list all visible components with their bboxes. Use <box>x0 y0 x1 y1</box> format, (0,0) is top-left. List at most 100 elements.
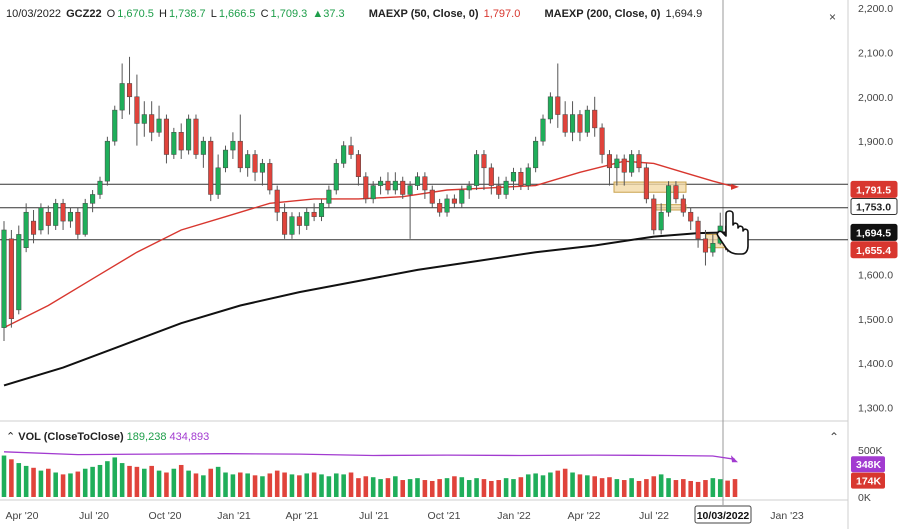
volume-bar <box>511 479 516 497</box>
candle-body <box>348 145 354 155</box>
volume-bar <box>422 480 428 497</box>
time-tick-label: Oct '21 <box>428 510 461 522</box>
time-axis[interactable]: Apr '20 Jul '20 Oct '20 Jan '21 Apr '21 Jul '… <box>6 505 804 524</box>
volume-bar <box>60 474 66 497</box>
volume-bar <box>333 473 339 497</box>
candle-body <box>171 132 177 155</box>
hand-cursor-shape <box>716 210 749 255</box>
candle-body <box>112 109 118 142</box>
volume-average-line <box>3 451 738 463</box>
volume-bar <box>363 476 369 497</box>
candle-body <box>90 194 96 204</box>
volume-bar <box>540 475 546 497</box>
volume-bar <box>178 464 184 497</box>
volume-bar <box>223 472 228 497</box>
candle-body <box>245 154 251 169</box>
candle-body <box>710 243 716 253</box>
candle-body <box>688 211 694 222</box>
volume-bar <box>732 479 738 497</box>
volume-bar <box>607 477 612 497</box>
volume-bar <box>1 455 7 497</box>
volume-bar <box>496 480 502 497</box>
candle-body <box>67 211 73 222</box>
time-tick-label: Apr '22 <box>568 510 601 522</box>
candle-body <box>606 154 613 169</box>
volume-tag-box <box>851 456 885 473</box>
open-label: O <box>106 8 116 20</box>
price-tick-label: 1,500.0 <box>858 314 893 326</box>
candle-body <box>252 154 258 173</box>
ma50-end-marker <box>731 183 739 190</box>
volume-bar <box>518 477 524 497</box>
candle-body <box>53 203 59 226</box>
price-tag-label: 1,655.4 <box>856 245 891 257</box>
price-tick-label: 2,200.0 <box>858 3 893 15</box>
volume-bar <box>90 466 95 497</box>
header-symbol: GCZ22 <box>66 8 102 20</box>
volume-value: 189,238 <box>126 431 167 443</box>
highlight-zone <box>613 181 687 193</box>
candle-body <box>60 203 66 222</box>
candle-body <box>119 83 125 111</box>
candle-body <box>503 180 509 195</box>
candle-body <box>621 158 627 173</box>
candle-body <box>437 203 443 213</box>
volume-bar <box>555 470 561 497</box>
candle-body <box>518 172 524 186</box>
volume-bar <box>717 479 723 497</box>
volume-bar <box>127 465 132 497</box>
volume-bar <box>562 468 568 497</box>
volume-pane-toggle-icon[interactable]: ⌃ <box>829 430 840 444</box>
volume-bar <box>105 461 110 497</box>
volume-bar <box>326 476 332 497</box>
volume-bar <box>400 480 406 497</box>
volume-bar <box>378 479 383 497</box>
candle-body <box>282 211 288 235</box>
volume-bar <box>489 480 494 497</box>
volume-bar <box>237 472 243 497</box>
candle-body <box>540 118 546 142</box>
volume-bar <box>186 470 191 497</box>
volume-bar <box>215 466 221 497</box>
ma50-value: 1,797.0 <box>483 8 521 20</box>
candle-body <box>496 185 502 195</box>
volume-bar <box>348 472 354 497</box>
volume-bar <box>319 474 324 497</box>
volume-bar <box>208 468 214 497</box>
candle-body <box>82 203 88 235</box>
current-date-box <box>694 505 752 524</box>
volume-average-marker <box>731 455 738 463</box>
ma200-legend[interactable]: MAEXP (200, Close, 0) <box>544 8 661 20</box>
candle-body <box>385 180 391 191</box>
price-tags: 1,791.5 1,753.0 1,694.5 1,655.4 348K 174K <box>850 180 898 489</box>
candle-body <box>193 118 199 155</box>
time-tick-label: Jul '20 <box>79 510 109 522</box>
volume-collapse-icon[interactable]: ⌃ <box>6 431 16 443</box>
time-tick-label: Apr '21 <box>286 510 319 522</box>
volume-bar <box>585 475 590 497</box>
volume-bar <box>142 468 147 497</box>
time-tick-label: Jan '23 <box>770 510 804 522</box>
ma50-legend[interactable]: MAEXP (50, Close, 0) <box>368 8 479 20</box>
candle-body <box>636 154 642 169</box>
volume-bar <box>695 481 701 497</box>
time-tick-label: 10/03/2022 <box>697 510 750 522</box>
volume-bar <box>703 480 708 497</box>
volume-bar <box>651 476 657 497</box>
volume-bar <box>75 471 81 497</box>
volume-bar <box>171 468 177 497</box>
candle-body <box>488 167 494 186</box>
candle-body <box>289 216 295 235</box>
close-icon[interactable]: × <box>829 10 837 24</box>
price-tick-label: 1,400.0 <box>858 358 893 370</box>
volume-bar <box>577 474 583 497</box>
chart-grid <box>0 0 849 529</box>
candle-body <box>134 96 140 124</box>
volume-bar <box>46 468 51 497</box>
volume-bar <box>193 473 199 497</box>
price-tag-box <box>850 241 898 259</box>
candle-body <box>304 211 310 226</box>
volume-bar <box>53 472 58 497</box>
volume-bar <box>274 470 280 497</box>
